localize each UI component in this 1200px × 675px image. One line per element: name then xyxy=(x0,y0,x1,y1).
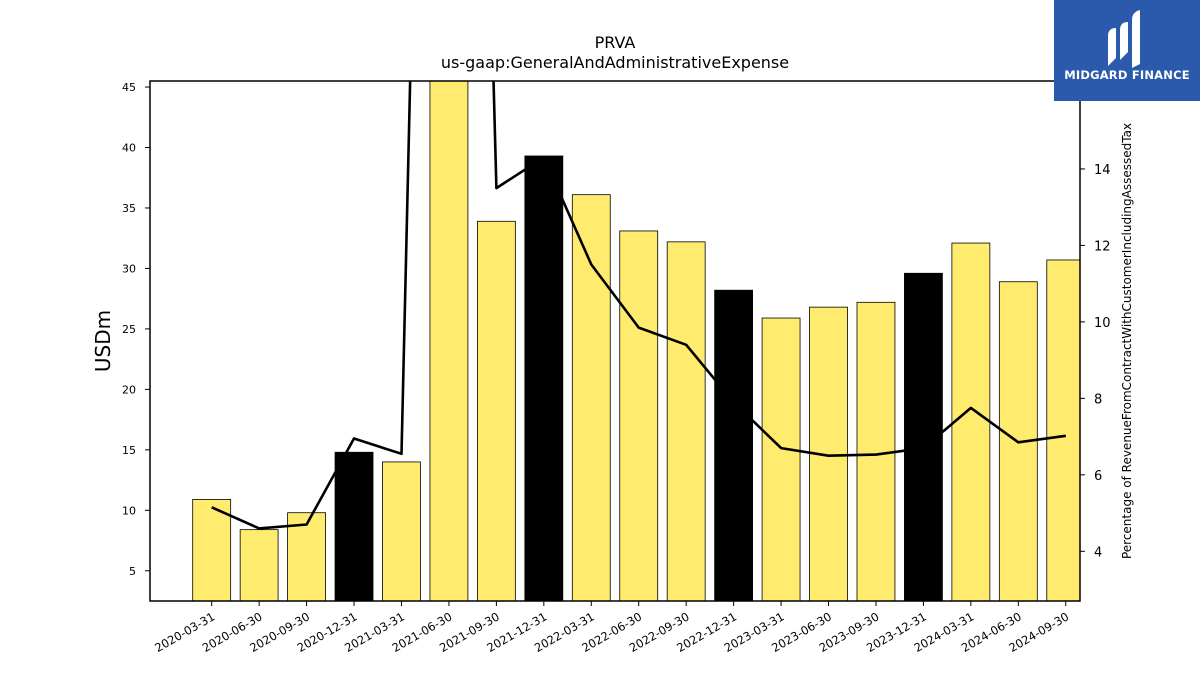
y-axis-label: USDm xyxy=(91,310,115,372)
brand-logo: MIDGARD FINANCE xyxy=(1054,0,1200,101)
bar-2022-09-30 xyxy=(666,241,706,601)
y-tick-label: 25 xyxy=(122,323,136,336)
logo-text: MIDGARD FINANCE xyxy=(1064,68,1190,82)
y2-tick-label: 12 xyxy=(1094,239,1111,254)
bar-2022-03-31 xyxy=(571,194,611,601)
bar-2020-03-31 xyxy=(192,499,232,601)
y-tick-label: 5 xyxy=(129,565,136,578)
y2-tick-label: 6 xyxy=(1094,469,1102,484)
y-tick-label: 30 xyxy=(122,262,136,275)
y-tick-label: 45 xyxy=(122,81,136,94)
bar-2024-03-31 xyxy=(951,242,991,601)
bar-2022-06-30 xyxy=(619,230,659,601)
bar-2021-12-31 xyxy=(524,155,564,601)
y2-tick-label: 4 xyxy=(1094,545,1102,560)
y2-tick-label: 10 xyxy=(1094,316,1111,331)
bar-series xyxy=(192,81,1080,601)
y-tick-label: 20 xyxy=(122,383,136,396)
y2-axis-label: Percentage of RevenueFromContractWithCus… xyxy=(1120,123,1134,559)
bar-2021-03-31 xyxy=(382,461,421,601)
bar-2021-06-30 xyxy=(429,81,469,601)
y-tick-label: 15 xyxy=(122,444,136,457)
bar-2023-03-31 xyxy=(761,317,801,601)
bar-2021-09-30 xyxy=(476,220,516,601)
bar-2020-06-30 xyxy=(239,529,279,601)
y2-tick-label: 8 xyxy=(1094,392,1102,407)
line-series xyxy=(211,81,1066,530)
chart-title: PRVA xyxy=(595,33,636,52)
plot-frame xyxy=(149,80,1081,602)
midgard-logo-icon xyxy=(1108,10,1140,68)
y-tick-label: 40 xyxy=(122,142,136,155)
y-tick-label: 35 xyxy=(122,202,136,215)
y2-tick-label: 14 xyxy=(1094,163,1111,178)
bar-2020-09-30 xyxy=(287,512,326,601)
y-tick-label: 10 xyxy=(122,504,136,517)
chart-subtitle: us-gaap:GeneralAndAdministrativeExpense xyxy=(441,53,789,72)
bar-2024-09-30 xyxy=(1046,259,1080,601)
bar-2022-12-31 xyxy=(714,289,754,601)
percentage-line xyxy=(211,81,1066,530)
bar-2020-12-31 xyxy=(334,451,374,601)
